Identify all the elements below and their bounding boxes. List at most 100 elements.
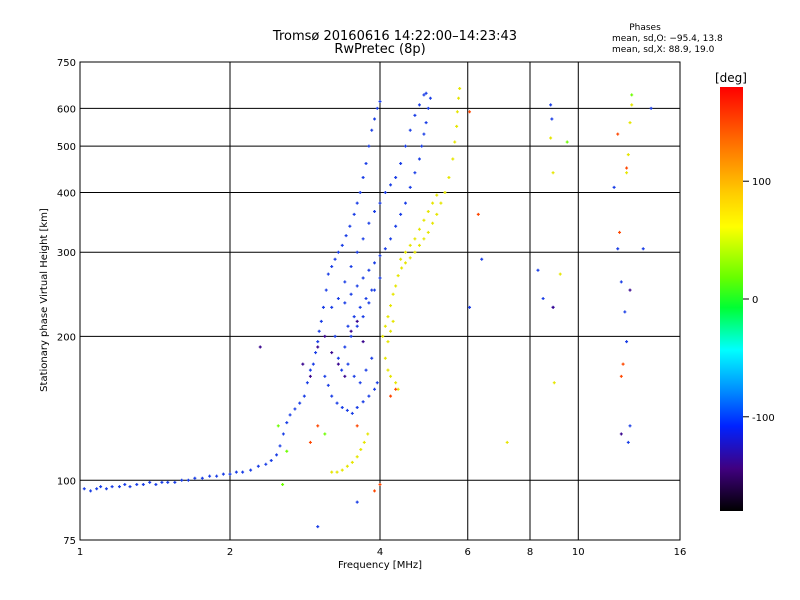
data-point-o bbox=[373, 261, 377, 265]
data-point-o bbox=[148, 480, 152, 484]
data-point-o bbox=[215, 474, 219, 478]
data-point-o bbox=[275, 453, 279, 457]
x-tick-label: 6 bbox=[465, 547, 471, 558]
data-point-x bbox=[391, 292, 395, 296]
data-point-x bbox=[451, 157, 455, 161]
data-point-o bbox=[361, 276, 365, 280]
data-point-o bbox=[373, 387, 377, 391]
data-point-o bbox=[403, 201, 407, 205]
data-point-o bbox=[420, 144, 424, 148]
data-point-o bbox=[612, 185, 616, 189]
data-point-o bbox=[314, 351, 318, 355]
data-point-other bbox=[281, 482, 285, 486]
data-point-x bbox=[455, 110, 459, 114]
data-point-o bbox=[316, 525, 320, 529]
data-point-o bbox=[361, 237, 365, 241]
data-point-o bbox=[302, 394, 306, 398]
data-point-o bbox=[355, 500, 359, 504]
data-point-o bbox=[319, 319, 323, 323]
data-point-o bbox=[330, 265, 334, 269]
data-point-o bbox=[234, 470, 238, 474]
data-point-x bbox=[431, 221, 435, 225]
x-axis-ticks: 1 2 4 6 8 10 16 bbox=[77, 547, 687, 558]
data-point-o bbox=[649, 106, 653, 110]
data-points bbox=[82, 87, 653, 529]
data-point-other bbox=[323, 334, 327, 338]
data-point-o bbox=[378, 276, 382, 280]
data-point-o bbox=[324, 288, 328, 292]
data-point-o bbox=[367, 394, 371, 398]
data-point-o bbox=[346, 362, 350, 366]
data-point-o bbox=[311, 362, 315, 366]
data-point-x bbox=[386, 368, 390, 372]
data-point-o bbox=[141, 482, 145, 486]
y-axis-ticks: 75 100 200 300 400 500 600 750 bbox=[57, 58, 76, 547]
data-point-o bbox=[348, 224, 352, 228]
data-point-o bbox=[550, 117, 554, 121]
data-point-o bbox=[160, 480, 164, 484]
data-point-o bbox=[394, 175, 398, 179]
data-point-x bbox=[426, 210, 430, 214]
data-point-x bbox=[426, 230, 430, 234]
data-point-o bbox=[426, 106, 430, 110]
data-point-o bbox=[641, 247, 645, 251]
data-point-o bbox=[346, 324, 350, 328]
data-point-o bbox=[330, 305, 334, 309]
data-point-other bbox=[316, 424, 320, 428]
data-point-o bbox=[355, 284, 359, 288]
data-point-other bbox=[618, 230, 622, 234]
data-point-o bbox=[345, 408, 349, 412]
data-point-other bbox=[361, 340, 365, 344]
data-point-o bbox=[308, 368, 312, 372]
data-point-other bbox=[468, 110, 472, 114]
data-point-o bbox=[399, 212, 403, 216]
data-point-o bbox=[221, 472, 225, 476]
data-point-o bbox=[417, 103, 421, 107]
data-point-other bbox=[551, 305, 555, 309]
data-point-o bbox=[186, 478, 190, 482]
data-point-o bbox=[173, 480, 177, 484]
data-point-o bbox=[623, 310, 627, 314]
data-point-other bbox=[616, 132, 620, 136]
y-tick-label: 100 bbox=[57, 476, 76, 487]
data-point-other bbox=[258, 345, 262, 349]
data-point-other bbox=[276, 424, 280, 428]
data-point-o bbox=[340, 405, 344, 409]
data-point-o bbox=[117, 485, 121, 489]
data-point-x bbox=[366, 432, 370, 436]
data-point-x bbox=[630, 103, 634, 107]
data-point-x bbox=[455, 124, 459, 128]
y-tick-label: 500 bbox=[57, 142, 76, 153]
data-point-x bbox=[396, 387, 400, 391]
data-point-other bbox=[301, 362, 305, 366]
data-point-x bbox=[350, 460, 354, 464]
data-point-o bbox=[541, 297, 545, 301]
data-point-x bbox=[443, 190, 447, 194]
data-point-o bbox=[241, 470, 245, 474]
data-point-o bbox=[355, 201, 359, 205]
data-point-other bbox=[308, 374, 312, 378]
data-point-o bbox=[343, 301, 347, 305]
data-point-o bbox=[394, 224, 398, 228]
data-point-o bbox=[350, 411, 354, 415]
data-point-x bbox=[431, 201, 435, 205]
data-point-x bbox=[389, 304, 393, 308]
data-point-other bbox=[373, 489, 377, 493]
data-point-o bbox=[422, 93, 426, 97]
data-point-o bbox=[352, 212, 356, 216]
data-point-other bbox=[389, 394, 393, 398]
data-point-x bbox=[422, 218, 426, 222]
data-point-o bbox=[333, 257, 337, 261]
data-point-o bbox=[383, 190, 387, 194]
data-point-other bbox=[476, 212, 480, 216]
data-point-o bbox=[417, 157, 421, 161]
data-point-x bbox=[381, 334, 385, 338]
data-point-o bbox=[154, 482, 158, 486]
data-point-x bbox=[391, 319, 395, 323]
data-point-x bbox=[335, 470, 339, 474]
data-point-o bbox=[367, 221, 371, 225]
data-point-o bbox=[408, 185, 412, 189]
data-point-o bbox=[628, 424, 632, 428]
data-point-o bbox=[361, 400, 365, 404]
data-point-other bbox=[285, 449, 289, 453]
